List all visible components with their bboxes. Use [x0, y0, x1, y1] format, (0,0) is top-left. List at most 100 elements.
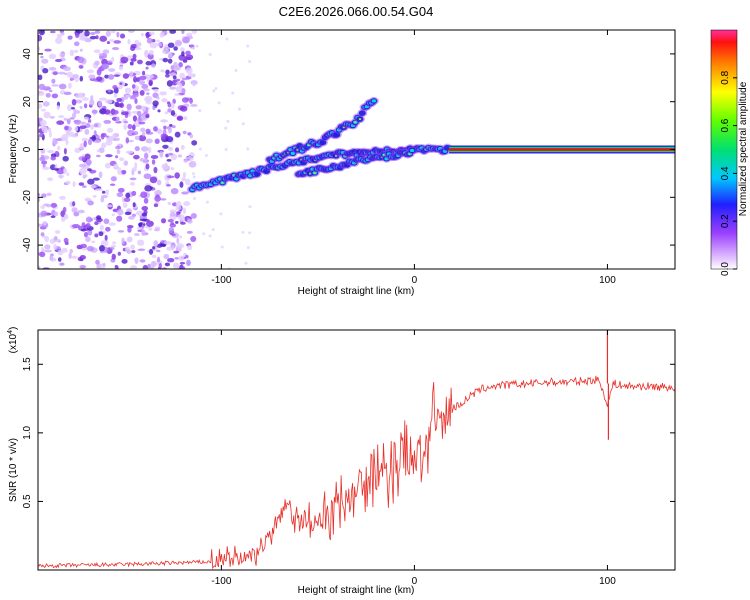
noise-point — [67, 35, 73, 40]
noise-point — [171, 245, 175, 251]
noise-point — [153, 89, 159, 93]
colorbar-tick-label: 0.2 — [720, 214, 731, 228]
noise-point — [145, 74, 154, 79]
snr-panel: -100 0 100 0.5 1.0 1.5 Height of straight lin… — [7, 327, 676, 596]
noise-point — [38, 133, 44, 138]
noise-point — [66, 118, 71, 125]
noise-point — [112, 208, 118, 212]
noise-point — [40, 147, 46, 154]
bottom-y-tick-label: 1.0 — [22, 425, 33, 439]
track-peak-high — [383, 153, 386, 156]
track-core — [263, 168, 271, 175]
noise-point — [164, 73, 170, 78]
noise-point — [146, 37, 153, 44]
noise-point — [57, 145, 61, 151]
bottom-y-tick-label: 0.5 — [22, 494, 33, 508]
noise-point — [190, 80, 198, 86]
noise-point — [178, 216, 186, 222]
noise-point — [190, 235, 197, 242]
noise-point — [170, 187, 179, 195]
noise-point — [160, 198, 167, 201]
noise-point — [153, 228, 160, 232]
noise-point — [111, 56, 115, 63]
noise-point — [115, 103, 123, 108]
noise-point — [66, 172, 70, 176]
noise-point — [101, 190, 106, 194]
noise-point — [116, 31, 120, 38]
noise-point — [104, 162, 111, 169]
noise-point — [208, 53, 212, 57]
noise-point — [174, 93, 180, 96]
noise-point — [126, 236, 133, 243]
noise-point — [170, 153, 178, 161]
colorbar-tick-label: 0.0 — [720, 262, 731, 276]
bottom-x-tick-label: 100 — [599, 576, 616, 587]
noise-point — [81, 121, 85, 125]
noise-point — [42, 68, 49, 74]
noise-point — [93, 49, 101, 54]
noise-point — [122, 73, 130, 79]
y-multiplier-base: (x10 — [8, 333, 19, 353]
noise-point — [51, 84, 60, 87]
noise-point — [161, 50, 167, 54]
track-peak-high — [232, 174, 236, 177]
noise-point — [87, 178, 95, 185]
noise-point — [93, 130, 97, 137]
noise-point — [42, 221, 47, 226]
noise-point — [140, 191, 148, 199]
snr-line-layer — [38, 330, 675, 570]
noise-point — [121, 258, 128, 264]
noise-point — [41, 160, 48, 165]
noise-point — [39, 251, 46, 258]
noise-point — [115, 116, 120, 123]
top-y-tick-label: -40 — [22, 237, 33, 252]
noise-point — [138, 134, 147, 142]
noise-point — [131, 250, 136, 253]
noise-point — [156, 39, 161, 43]
noise-point — [94, 30, 101, 34]
noise-point — [98, 171, 103, 179]
noise-point — [98, 231, 104, 237]
noise-point — [125, 137, 130, 144]
noise-point — [134, 257, 139, 264]
noise-point — [113, 74, 120, 77]
noise-point — [134, 145, 140, 152]
noise-point — [59, 195, 66, 200]
noise-point — [96, 215, 102, 220]
noise-point — [83, 116, 89, 120]
noise-point — [38, 90, 45, 96]
noise-point — [154, 138, 160, 145]
noise-point — [157, 42, 163, 47]
noise-point — [150, 154, 159, 160]
noise-point — [84, 128, 90, 135]
noise-point — [41, 193, 47, 198]
noise-point — [83, 30, 90, 37]
noise-point — [128, 30, 135, 33]
noise-point — [162, 57, 169, 63]
noise-point — [174, 256, 180, 260]
noise-point — [248, 231, 252, 235]
noise-point — [117, 208, 124, 216]
noise-point — [167, 42, 175, 48]
noise-point — [182, 207, 187, 215]
noise-point — [156, 96, 160, 100]
noise-point — [75, 30, 84, 34]
noise-point — [122, 202, 128, 208]
noise-point — [119, 157, 125, 162]
noise-point — [79, 65, 83, 69]
noise-point — [110, 176, 117, 182]
noise-point — [174, 220, 179, 224]
noise-point — [115, 137, 121, 142]
noise-point — [117, 169, 124, 175]
top-y-tick-label: 0 — [22, 146, 33, 152]
noise-point — [176, 237, 180, 244]
noise-point — [160, 133, 166, 140]
noise-point — [164, 262, 171, 267]
noise-point — [182, 59, 188, 63]
track-peak-high — [313, 171, 317, 174]
noise-point — [150, 63, 156, 68]
noise-point — [246, 44, 250, 48]
track-peak-high — [342, 126, 345, 129]
noise-point — [169, 209, 177, 213]
noise-point — [140, 32, 144, 37]
